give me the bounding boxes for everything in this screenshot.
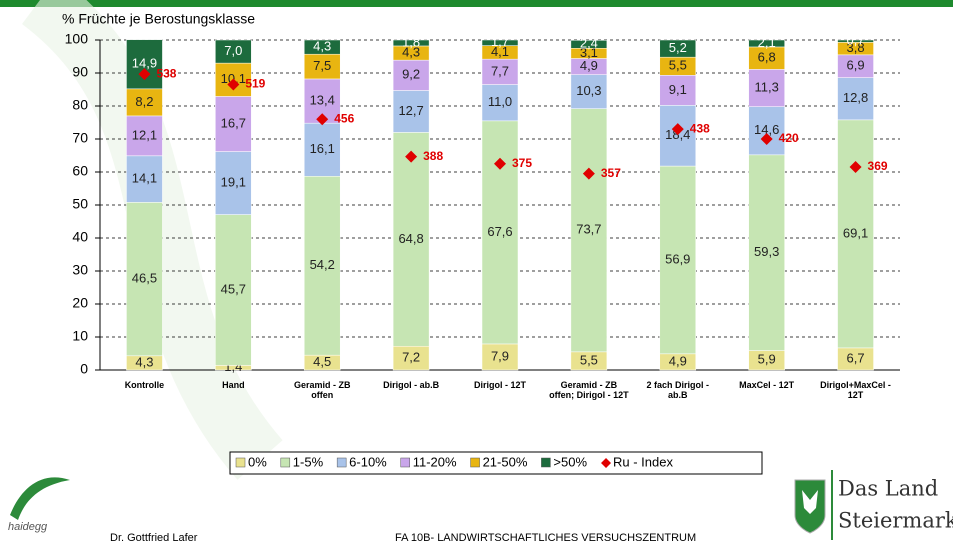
legend-swatch bbox=[471, 458, 480, 467]
value-label: 0,7 bbox=[847, 33, 865, 48]
value-label: 4,5 bbox=[313, 354, 331, 369]
value-label: 16,1 bbox=[310, 141, 335, 156]
legend-label: 1-5% bbox=[293, 454, 324, 469]
value-label: 1,7 bbox=[491, 34, 509, 49]
value-label: 64,8 bbox=[398, 231, 423, 246]
y-tick-label: 90 bbox=[72, 64, 88, 80]
value-label: 11,3 bbox=[754, 79, 778, 94]
legend-label: >50% bbox=[553, 454, 587, 469]
value-label: 6,8 bbox=[758, 50, 776, 65]
index-label: 519 bbox=[245, 77, 265, 91]
index-label: 456 bbox=[334, 111, 354, 125]
legend-label: 0% bbox=[248, 454, 267, 469]
top-bar bbox=[0, 0, 953, 7]
value-label: 12,1 bbox=[132, 127, 157, 142]
index-label: 538 bbox=[156, 66, 176, 80]
chart: % Früchte je Berostungsklasse haidegg Dr… bbox=[0, 0, 953, 547]
value-label: 10,3 bbox=[576, 83, 601, 98]
value-label: 1,8 bbox=[402, 34, 420, 49]
value-label: 14,1 bbox=[132, 171, 157, 186]
x-tick-label: Dirigol - ab.B bbox=[371, 380, 451, 390]
x-tick-label: Geramid - ZB offen bbox=[282, 380, 362, 400]
value-label: 4,9 bbox=[669, 353, 687, 368]
x-tick-label: MaxCel - 12T bbox=[727, 380, 807, 390]
value-label: 4,3 bbox=[313, 39, 331, 54]
value-label: 7,0 bbox=[224, 43, 242, 58]
x-tick-label: Dirigol+MaxCel - 12T bbox=[816, 380, 896, 400]
legend-swatch bbox=[401, 458, 410, 467]
index-label: 438 bbox=[690, 121, 710, 135]
value-label: 54,2 bbox=[310, 257, 335, 272]
value-label: 4,3 bbox=[135, 354, 153, 369]
value-label: 69,1 bbox=[843, 225, 868, 240]
x-tick-label: Geramid - ZB offen; Dirigol - 12T bbox=[549, 380, 629, 400]
value-label: 2,4 bbox=[580, 36, 598, 51]
x-tick-label: Dirigol - 12T bbox=[460, 380, 540, 390]
y-tick-label: 80 bbox=[72, 97, 88, 113]
haidegg-logo bbox=[10, 477, 70, 520]
value-label: 6,7 bbox=[847, 350, 865, 365]
institution: FA 10B- LANDWIRTSCHAFTLICHES VERSUCHSZEN… bbox=[395, 532, 696, 544]
value-label: 73,7 bbox=[576, 222, 601, 237]
value-label: 59,3 bbox=[754, 244, 779, 259]
legend-label: 6-10% bbox=[349, 454, 387, 469]
slide: % Früchte je Berostungsklasse haidegg Dr… bbox=[0, 0, 953, 547]
value-label: 45,7 bbox=[221, 281, 246, 296]
value-label: 13,4 bbox=[310, 92, 335, 107]
value-label: 7,9 bbox=[491, 348, 509, 363]
logo-text: haidegg bbox=[8, 521, 48, 533]
index-label: 375 bbox=[512, 156, 532, 170]
value-label: 2,1 bbox=[758, 35, 776, 50]
value-label: 67,6 bbox=[487, 224, 512, 239]
value-label: 11,0 bbox=[488, 94, 512, 109]
index-label: 388 bbox=[423, 149, 443, 163]
state-line1: Das Land bbox=[838, 477, 938, 501]
value-label: 5,5 bbox=[580, 352, 598, 367]
value-label: 9,1 bbox=[669, 82, 687, 97]
index-label: 369 bbox=[868, 159, 888, 173]
y-tick-label: 100 bbox=[65, 31, 89, 47]
value-label: 8,2 bbox=[135, 94, 153, 109]
legend-label: Ru - Index bbox=[613, 454, 673, 469]
legend-swatch bbox=[337, 458, 346, 467]
x-tick-label: Hand bbox=[193, 380, 273, 390]
y-tick-label: 40 bbox=[72, 229, 88, 245]
x-tick-label: 2 fach Dirigol - ab.B bbox=[638, 380, 718, 400]
value-label: 9,2 bbox=[402, 67, 420, 82]
legend-label: 21-50% bbox=[483, 454, 528, 469]
value-label: 56,9 bbox=[665, 251, 690, 266]
legend-swatch bbox=[236, 458, 245, 467]
value-label: 5,2 bbox=[669, 40, 687, 55]
value-label: 7,2 bbox=[402, 350, 420, 365]
author: Dr. Gottfried Lafer bbox=[110, 532, 198, 544]
x-tick-label: Kontrolle bbox=[104, 380, 184, 390]
legend-swatch bbox=[281, 458, 290, 467]
value-label: 5,5 bbox=[669, 58, 687, 73]
y-tick-label: 10 bbox=[72, 328, 88, 344]
value-label: 5,9 bbox=[758, 352, 776, 367]
value-label: 12,7 bbox=[398, 103, 423, 118]
value-label: 7,7 bbox=[491, 63, 509, 78]
value-label: 6,9 bbox=[847, 58, 865, 73]
value-label: 12,8 bbox=[843, 90, 868, 105]
y-tick-label: 50 bbox=[72, 196, 88, 212]
index-label: 357 bbox=[601, 166, 621, 180]
y-tick-label: 0 bbox=[80, 361, 88, 377]
value-label: 16,7 bbox=[221, 115, 246, 130]
value-label: 46,5 bbox=[132, 271, 157, 286]
value-label: 19,1 bbox=[221, 174, 246, 189]
state-line2: Steiermark bbox=[838, 509, 953, 533]
y-tick-label: 20 bbox=[72, 295, 88, 311]
y-tick-label: 70 bbox=[72, 130, 88, 146]
legend-label: 11-20% bbox=[413, 454, 457, 469]
value-label: 4,9 bbox=[580, 58, 598, 73]
index-label: 420 bbox=[779, 131, 799, 145]
value-label: 7,5 bbox=[313, 58, 331, 73]
legend-swatch bbox=[541, 458, 550, 467]
y-axis-title: % Früchte je Berostungsklasse bbox=[62, 11, 255, 27]
y-tick-label: 30 bbox=[72, 262, 88, 278]
y-tick-label: 60 bbox=[72, 163, 88, 179]
